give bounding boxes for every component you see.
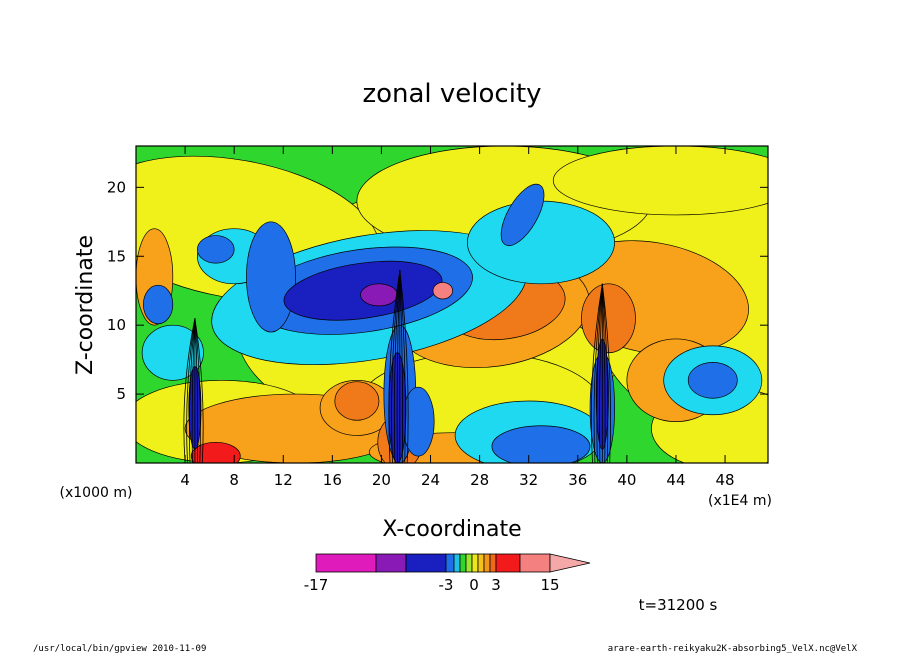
x-tick-label: 4 bbox=[180, 471, 190, 489]
contour-line bbox=[396, 270, 401, 463]
velocity-contour-region bbox=[360, 283, 398, 307]
contour-line bbox=[593, 283, 603, 463]
velocity-contour-region bbox=[401, 386, 435, 457]
footer-right: arare-earth-reikyaku2K-absorbing5_VelX.n… bbox=[608, 644, 858, 654]
velocity-contour-region bbox=[581, 283, 636, 354]
colorbar-extension-arrow bbox=[549, 553, 591, 573]
contour-line bbox=[183, 318, 196, 463]
contour-line bbox=[399, 270, 406, 463]
velocity-contour-region bbox=[687, 362, 738, 399]
colorbar-swatch bbox=[477, 553, 485, 573]
contour-line bbox=[399, 269, 409, 463]
y-axis: 5 10 15 20 bbox=[107, 178, 768, 403]
footer-left: /usr/local/bin/gpview 2010-11-09 bbox=[33, 644, 206, 654]
velocity-contour-region bbox=[432, 282, 453, 300]
velocity-contour-region bbox=[141, 324, 204, 381]
contour-line bbox=[601, 283, 611, 463]
colorbar-swatch bbox=[375, 553, 407, 573]
colorbar-tick-label: -3 bbox=[439, 576, 454, 594]
colorbar-swatch bbox=[315, 553, 377, 573]
x-tick-label: 16 bbox=[323, 471, 342, 489]
velocity-contour-region bbox=[466, 200, 615, 285]
x-axis: 4 8 12 16 20 24 28 32 36 40 44 48 bbox=[180, 146, 735, 489]
contour-line bbox=[186, 318, 196, 463]
colorbar-tick-label: 0 bbox=[469, 576, 479, 594]
contour-line bbox=[194, 318, 201, 463]
x-tick-label: 24 bbox=[421, 471, 440, 489]
plot-area bbox=[135, 145, 769, 464]
x-axis-label: X-coordinate bbox=[382, 517, 521, 542]
colorbar-swatch bbox=[519, 553, 551, 573]
x-tick-label: 8 bbox=[229, 471, 239, 489]
x-tick-label: 32 bbox=[519, 471, 538, 489]
colorbar-swatch bbox=[445, 553, 455, 573]
contour-line bbox=[188, 318, 196, 463]
colorbar-ticks: -17 -3 0 3 15 bbox=[304, 576, 560, 594]
plot-frame bbox=[135, 145, 769, 464]
colorbar-swatch bbox=[489, 553, 497, 573]
y-tick-label: 10 bbox=[107, 316, 126, 334]
y-unit-label: (x1000 m) bbox=[60, 485, 133, 501]
x-tick-label: 36 bbox=[568, 471, 587, 489]
velocity-contour-region bbox=[491, 425, 591, 463]
colorbar-swatch bbox=[483, 553, 491, 573]
contour-line bbox=[399, 270, 403, 463]
contour-line bbox=[388, 269, 401, 463]
contour-line bbox=[601, 283, 609, 463]
contour-line bbox=[590, 283, 603, 463]
x-tick-label: 44 bbox=[666, 471, 685, 489]
contour-line bbox=[191, 318, 196, 463]
velocity-contour-region bbox=[197, 235, 235, 264]
velocity-contour-region bbox=[334, 381, 380, 421]
colorbar-tick-label: -17 bbox=[304, 576, 329, 594]
colorbar-tick-label: 15 bbox=[540, 576, 559, 594]
colorbar-swatch bbox=[495, 553, 521, 573]
velocity-contour-region bbox=[552, 146, 768, 216]
colorbar bbox=[315, 553, 591, 573]
velocity-contour-region bbox=[143, 284, 174, 325]
velocity-contour-region bbox=[246, 221, 296, 333]
contour-line bbox=[194, 318, 199, 463]
contour-line bbox=[601, 283, 606, 463]
colorbar-tick-label: 3 bbox=[491, 576, 501, 594]
contour-line bbox=[194, 318, 204, 463]
chart-title: zonal velocity bbox=[362, 79, 541, 109]
contour-line bbox=[391, 269, 401, 463]
y-tick-label: 5 bbox=[116, 385, 126, 403]
contour-line bbox=[393, 270, 401, 463]
velocity-contour-region bbox=[500, 183, 545, 246]
colorbar-swatch bbox=[465, 553, 473, 573]
x-tick-label: 48 bbox=[716, 471, 735, 489]
y-tick-label: 15 bbox=[107, 247, 126, 265]
contour-line bbox=[599, 283, 603, 463]
x-tick-label: 20 bbox=[372, 471, 391, 489]
x-tick-label: 12 bbox=[274, 471, 293, 489]
x-tick-label: 28 bbox=[470, 471, 489, 489]
x-tick-label: 40 bbox=[617, 471, 636, 489]
colorbar-swatch bbox=[453, 553, 461, 573]
colorbar-swatch bbox=[459, 553, 467, 573]
x-unit-label: (x1E4 m) bbox=[708, 493, 772, 509]
velocity-contour-region bbox=[190, 441, 241, 463]
contour-line bbox=[596, 283, 603, 463]
colorbar-swatch bbox=[471, 553, 479, 573]
velocity-field bbox=[136, 146, 768, 463]
colorbar-swatch bbox=[405, 553, 447, 573]
time-label: t=31200 s bbox=[639, 596, 718, 614]
y-axis-label: Z-coordinate bbox=[73, 235, 98, 375]
y-tick-label: 20 bbox=[107, 178, 126, 196]
